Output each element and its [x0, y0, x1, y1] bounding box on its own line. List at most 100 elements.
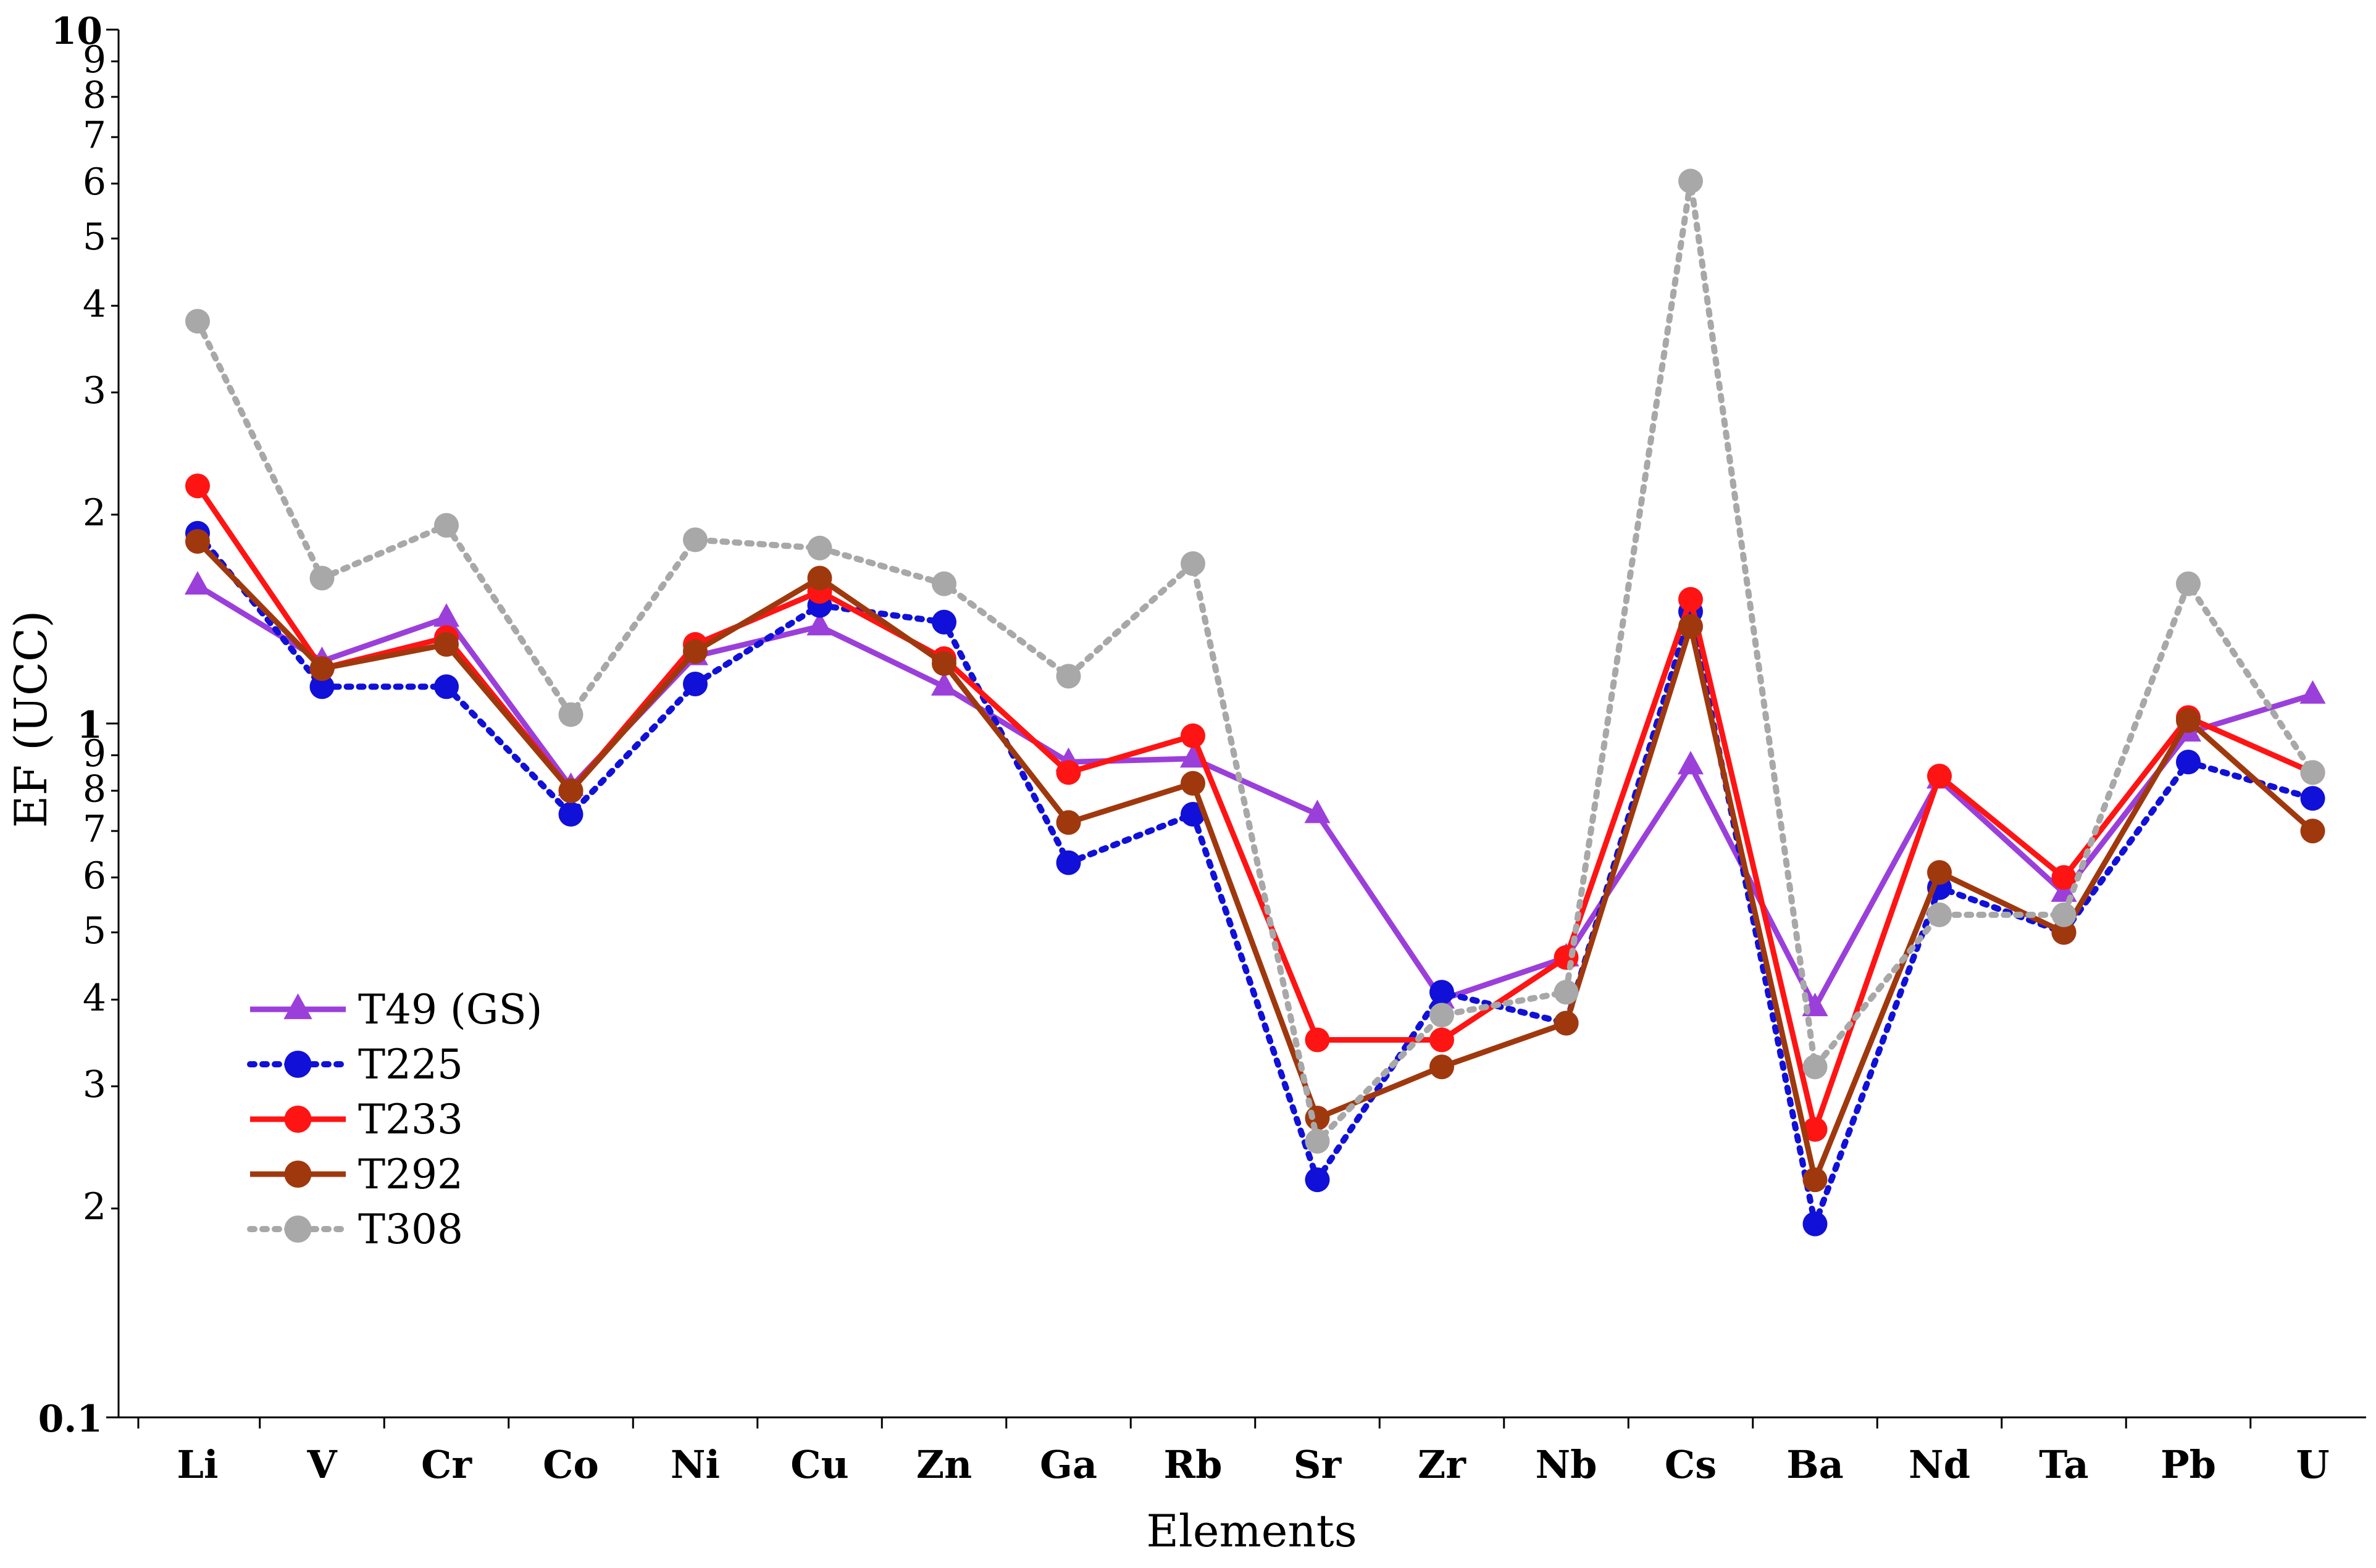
data-point	[1802, 1117, 1828, 1142]
data-point	[434, 632, 459, 657]
data-point	[1802, 1054, 1828, 1080]
y-tick-label: 9	[83, 38, 106, 81]
legend-entry: T292	[250, 1151, 463, 1198]
data-point	[683, 639, 708, 664]
data-point	[433, 603, 459, 627]
y-tick-label: 5	[83, 909, 106, 953]
series-line	[195, 530, 2316, 1227]
legend-label: T308	[358, 1206, 463, 1253]
data-point	[1678, 586, 1703, 612]
data-point	[434, 674, 459, 699]
data-point	[2051, 865, 2077, 890]
data-point	[931, 672, 957, 696]
data-point	[185, 571, 211, 595]
data-point	[558, 702, 584, 727]
series-line	[195, 178, 2316, 1145]
data-point	[1554, 980, 1579, 1005]
series-line	[196, 583, 2314, 1011]
data-point	[1678, 751, 1704, 775]
legend-entry: T225	[247, 1041, 463, 1088]
legend-label: T233	[358, 1096, 463, 1143]
data-point	[2176, 571, 2201, 596]
legend-marker	[284, 1106, 312, 1133]
series-t225	[185, 520, 2325, 1236]
legend-marker	[283, 993, 312, 1019]
series-group	[185, 169, 2326, 1236]
data-point	[932, 609, 956, 635]
x-tick-label: Ba	[1786, 1442, 1844, 1487]
data-point	[2176, 749, 2201, 775]
data-point	[1181, 770, 1205, 796]
data-point	[1554, 1011, 1579, 1036]
data-point	[2176, 708, 2201, 733]
data-point	[1429, 1054, 1454, 1080]
y-tick-label: 4	[83, 977, 106, 1020]
legend-label: T49 (GS)	[358, 986, 542, 1033]
y-tick-label: 7	[83, 808, 106, 851]
y-tick-label: 5	[83, 215, 106, 259]
y-tick-label: 8	[83, 73, 106, 117]
x-tick-label: Li	[177, 1442, 218, 1487]
data-point	[1429, 980, 1454, 1005]
y-tick-label: 10	[51, 10, 103, 53]
x-tick-label: Sr	[1294, 1442, 1342, 1487]
data-point	[1181, 551, 1205, 576]
data-point	[434, 513, 459, 538]
legend-entry: T49 (GS)	[250, 986, 542, 1033]
data-point	[1927, 764, 1952, 789]
y-tick-label: 9	[83, 732, 106, 775]
x-tick-label: Nb	[1535, 1442, 1597, 1487]
data-point	[807, 535, 832, 561]
legend-marker	[284, 1216, 312, 1243]
x-tick-label: Ni	[671, 1442, 720, 1487]
y-tick-label: 6	[83, 854, 106, 898]
data-point	[2299, 680, 2326, 704]
data-point	[1056, 664, 1081, 689]
data-point	[1927, 902, 1952, 927]
x-axis-title: Elements	[1146, 1505, 1357, 1557]
data-point	[1056, 850, 1081, 875]
legend-entry: T233	[250, 1096, 463, 1143]
data-point	[1304, 799, 1331, 824]
data-point	[185, 529, 210, 554]
x-tick-label: V	[306, 1442, 337, 1487]
y-tick-label: 3	[83, 369, 106, 412]
y-tick-label: 3	[83, 1063, 106, 1106]
legend: T49 (GS) T225 T233 T292 T308	[247, 986, 542, 1253]
x-tick-label: Cu	[790, 1442, 848, 1487]
legend-label: T225	[358, 1041, 463, 1088]
data-point	[1429, 1003, 1454, 1028]
data-point	[309, 656, 335, 682]
x-tick-label: Ta	[2039, 1442, 2088, 1487]
y-tick-label: 8	[83, 767, 106, 811]
y-tick-label: 0.1	[38, 1398, 102, 1441]
data-point	[1056, 760, 1081, 785]
y-tick-label: 7	[83, 114, 106, 157]
y-axis-title: EF (UCC)	[5, 611, 57, 828]
data-point	[807, 565, 832, 591]
x-tick-label: Pb	[2161, 1442, 2216, 1487]
data-point	[185, 309, 210, 334]
legend-marker	[284, 1161, 312, 1188]
x-tick-label: Rb	[1164, 1442, 1223, 1487]
y-tick-label: 1	[77, 704, 102, 747]
x-tick-label: Nd	[1909, 1442, 1970, 1487]
data-point	[1927, 860, 1952, 885]
data-point	[558, 778, 584, 803]
legend-label: T292	[358, 1151, 463, 1198]
data-point	[309, 674, 335, 699]
data-point	[1802, 1211, 1828, 1236]
data-point	[1181, 801, 1205, 827]
data-point	[2300, 786, 2325, 811]
y-tick-label: 2	[83, 491, 106, 535]
data-point	[1678, 614, 1703, 639]
data-point	[2300, 819, 2325, 844]
data-point	[806, 612, 833, 636]
x-tick-label: U	[2296, 1442, 2329, 1487]
data-point	[2300, 760, 2325, 785]
data-point	[1056, 810, 1081, 835]
x-tick-label: Zr	[1418, 1442, 1466, 1487]
y-tick-label: 6	[83, 161, 106, 204]
